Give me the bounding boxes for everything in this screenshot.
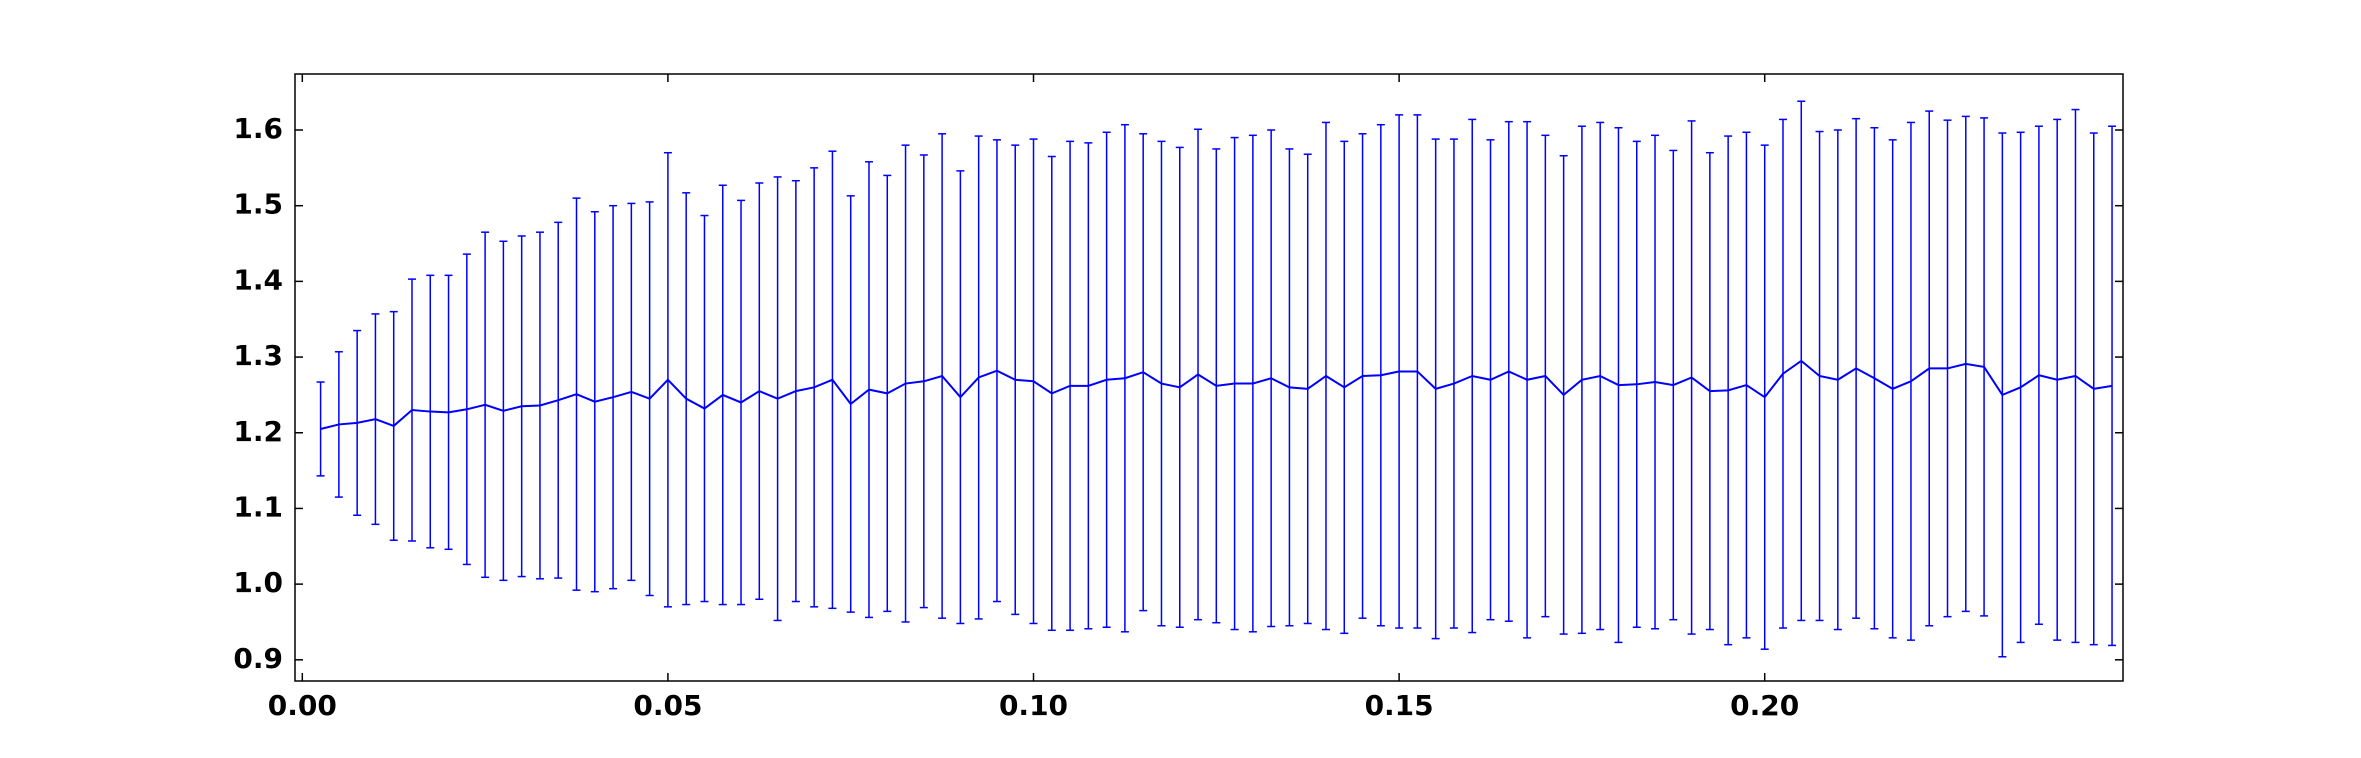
- y-tick-label: 1.6: [233, 112, 283, 145]
- y-tick-label: 1.3: [233, 339, 283, 372]
- y-tick-label: 1.0: [233, 566, 283, 599]
- data-line: [320, 359, 2113, 430]
- y-tick-label: 0.9: [233, 642, 283, 675]
- x-tick-label: 0.20: [1730, 689, 1799, 722]
- x-tick-label: 0.05: [633, 689, 702, 722]
- x-tick-label: 0.15: [1365, 689, 1434, 722]
- plot-frame: [294, 73, 2124, 682]
- x-tick-label: 0.10: [999, 689, 1068, 722]
- y-tick-label: 1.1: [233, 490, 283, 523]
- x-tick-label: 0.00: [268, 689, 337, 722]
- y-tick-label: 1.4: [233, 263, 283, 296]
- y-tick-label: 1.5: [233, 188, 283, 221]
- y-tick-label: 1.2: [233, 415, 283, 448]
